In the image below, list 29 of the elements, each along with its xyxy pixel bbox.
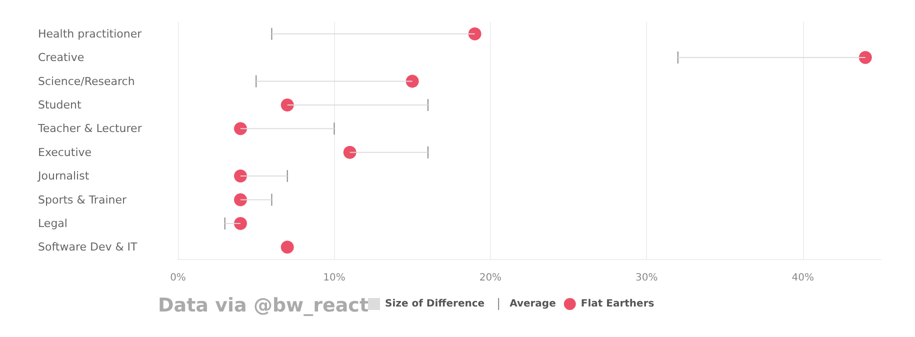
legend-label: Average [510,298,556,310]
point [234,216,247,230]
y-tick-label: Health practitioner [38,27,142,40]
x-tick-label: 20% [479,272,502,284]
point [858,51,872,64]
text: Data via @bw_react [158,294,369,316]
y-tick-label: Sports & Trainer [38,193,127,206]
y-tick-label: Legal [38,216,68,230]
y-tick-label: Student [38,98,82,112]
point [234,170,247,183]
point [468,27,482,40]
y-tick-label: Software Dev & IT [38,240,138,254]
point [406,74,419,88]
x-tick-label: 10% [323,272,346,284]
point [280,240,294,254]
point [234,122,247,136]
point [343,146,356,159]
x-tick-label: 40% [792,272,814,284]
x-tick-label: 30% [636,272,658,284]
legend-label: Flat Earthers [580,298,654,310]
x-tick-label: 0% [170,272,186,284]
y-tick-label: Teacher & Lecturer [37,122,142,136]
y-tick-label: Journalist [37,170,90,183]
point [234,193,247,206]
point [280,98,294,112]
y-tick-label: Science/Research [38,74,135,88]
y-tick-label: Creative [38,51,84,64]
y-tick-label: Executive [38,146,92,159]
legend-label: Size of Difference [385,298,485,310]
